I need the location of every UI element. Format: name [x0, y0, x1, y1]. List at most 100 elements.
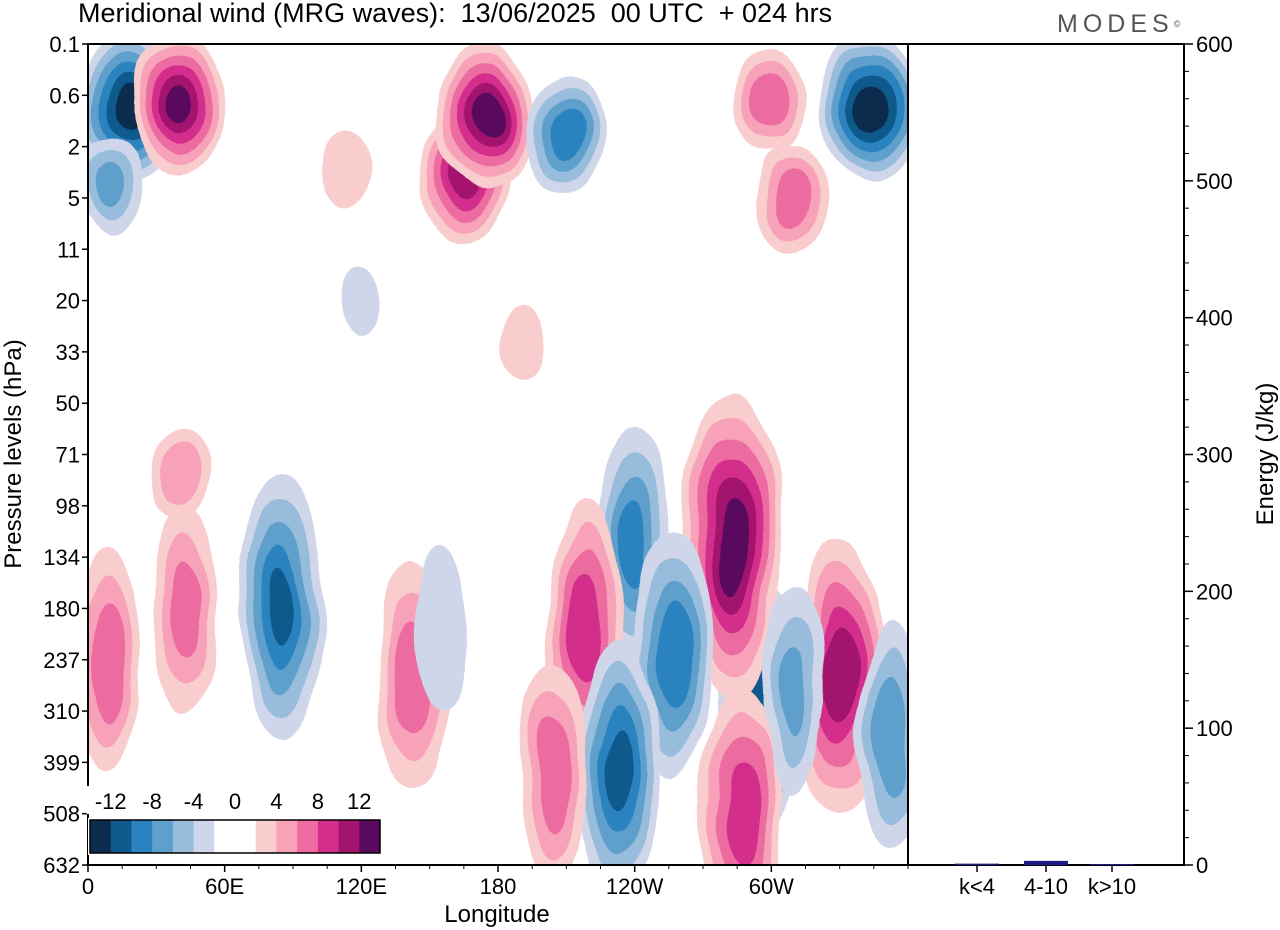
colorbar-swatch [90, 820, 112, 853]
energy-tick-label: 100 [1196, 716, 1233, 741]
contour-band [171, 559, 201, 657]
negative-wind-cell [526, 75, 606, 193]
colorbar-tick-label: -4 [184, 789, 204, 814]
colorbar-label-bg [169, 786, 218, 814]
colorbar-tick-label: -12 [95, 789, 127, 814]
energy-tick-label: 0 [1196, 853, 1208, 878]
y-tick-label: 180 [43, 596, 80, 621]
positive-wind-cell [131, 44, 227, 177]
contour-band [549, 109, 584, 160]
colorbar-label-bg [252, 786, 301, 814]
contour-band [717, 498, 749, 594]
y-tick-label: 50 [56, 391, 80, 416]
contour-band [534, 714, 571, 833]
energy-tick-label: 600 [1196, 32, 1233, 57]
contour-band [417, 545, 465, 712]
positive-wind-cell [518, 662, 587, 865]
positive-wind-cell [436, 44, 537, 190]
y-tick-label: 0.1 [49, 32, 80, 57]
negative-wind-cell [762, 587, 826, 796]
x-tick-label: 60E [205, 874, 244, 899]
y-tick-label: 33 [56, 340, 80, 365]
energy-axis-label: Energy (J/kg) [1252, 383, 1279, 526]
colorbar-swatch [317, 820, 340, 853]
contour-band [268, 568, 295, 649]
energy-category-label: 4-10 [1024, 874, 1068, 899]
colorbar-legend: -12 -8 -4 0 4 8 12 [86, 786, 384, 855]
contour-band [88, 603, 125, 721]
colorbar-swatch [131, 820, 153, 853]
y-tick-label: 310 [43, 699, 80, 724]
colorbar-tick-label: 8 [312, 789, 324, 814]
contour-band [166, 89, 192, 126]
negative-wind-cell [88, 137, 143, 234]
positive-wind-cell [154, 504, 218, 713]
contour-band [776, 170, 813, 226]
y-tick-label: 71 [56, 443, 80, 468]
contour-band [605, 733, 632, 814]
contour-band [779, 643, 809, 741]
colorbar-tick-label: 0 [229, 789, 241, 814]
positive-wind-cell [737, 50, 806, 154]
colorbar-swatch [152, 820, 174, 853]
positive-wind-cell [88, 551, 141, 774]
y-tick-label: 237 [43, 648, 80, 673]
energy-frame [907, 43, 1185, 866]
y-tick-label: 0.6 [49, 83, 80, 108]
positive-wind-cell [759, 146, 829, 250]
contour-band [159, 442, 200, 505]
wind-contours [88, 44, 908, 865]
positive-wind-cell [682, 392, 783, 699]
pressure-axis: 0.1 0.6 2 5 11 20 33 50 71 98 134 180 237 310 399 508 63… [43, 32, 88, 878]
contour-band [823, 627, 856, 728]
energy-tick-label: 300 [1196, 443, 1233, 468]
contour-band [853, 85, 885, 130]
contour-band [340, 265, 383, 336]
wind-heatmap [88, 44, 908, 865]
negative-wind-cell [819, 44, 908, 180]
contour-band [501, 303, 550, 381]
colorbar-swatch [255, 820, 277, 853]
energy-tick-label: 400 [1196, 306, 1233, 331]
y-tick-label: 508 [43, 802, 80, 827]
positive-wind-cell [150, 428, 209, 519]
colorbar-swatch [214, 820, 236, 853]
negative-wind-cell [417, 545, 465, 712]
colorbar-swatch [276, 820, 298, 853]
modes-logo: MODES© [1057, 9, 1180, 39]
y-tick-label: 98 [56, 494, 80, 519]
y-tick-label: 11 [57, 237, 80, 262]
colorbar-label-bg [211, 786, 259, 814]
energy-bar-chart: k<4 4-10 k>10 0 100 200 300 400 500 600 Energy (… [907, 32, 1279, 899]
x-tick-label: 180 [480, 874, 517, 899]
energy-tick-label: 500 [1196, 169, 1233, 194]
energy-bar [1024, 860, 1068, 865]
energy-tick-label: 200 [1196, 579, 1233, 604]
colorbar-tick-label: 4 [270, 789, 282, 814]
energy-category-label: k>10 [1088, 874, 1136, 899]
colorbar-swatch [172, 820, 195, 853]
negative-wind-cell [239, 476, 324, 741]
colorbar-swatch [235, 820, 257, 853]
contour-band [621, 502, 649, 590]
contour-band [656, 600, 691, 708]
colorbar-border [89, 819, 381, 854]
contour-band [96, 162, 126, 209]
logo-copyright-mark: © [1173, 19, 1181, 29]
colorbar-swatch [110, 820, 132, 853]
y-tick-label: 5 [68, 186, 80, 211]
y-tick-label: 399 [43, 750, 80, 775]
contour-band [724, 756, 759, 864]
positive-wind-cell [501, 303, 550, 381]
contour-band [873, 676, 908, 795]
colorbar-swatch [297, 820, 319, 853]
energy-axis: 0 100 200 300 400 500 600 [1184, 32, 1233, 878]
x-tick-label: 60W [749, 874, 794, 899]
negative-wind-cell [857, 624, 908, 847]
negative-wind-cell [576, 641, 661, 865]
y-tick-label: 2 [68, 135, 80, 160]
chart-title: Meridional wind (MRG waves): 13/06/2025 … [78, 0, 833, 28]
energy-bar [955, 863, 999, 865]
colorbar-label-bg [293, 786, 342, 814]
